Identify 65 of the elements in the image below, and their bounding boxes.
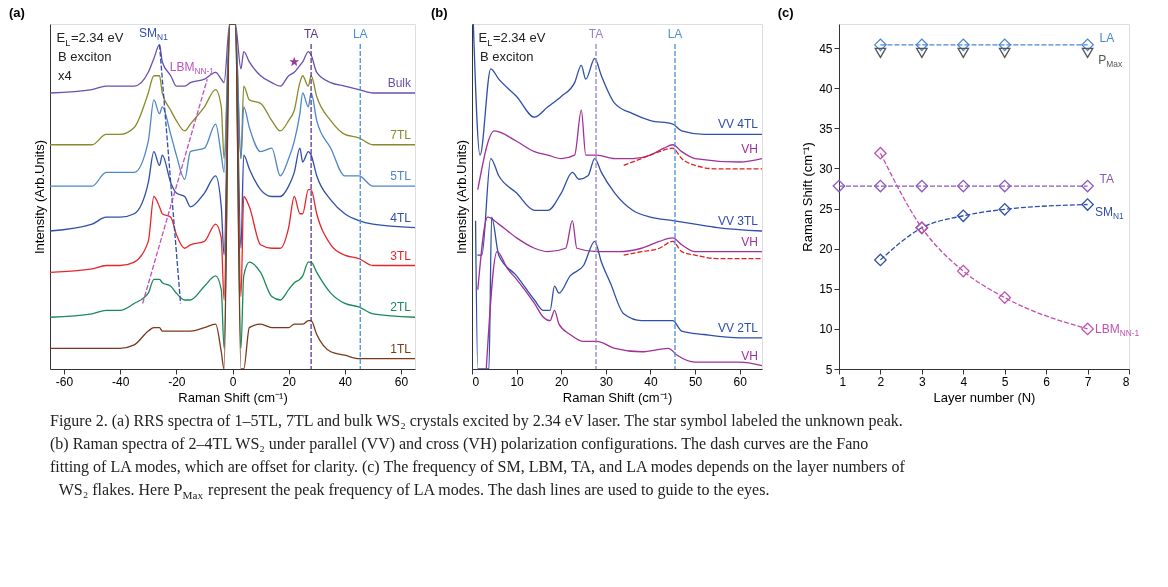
series-label: Bulk (387, 76, 412, 90)
y-tick-label: 40 (819, 81, 833, 96)
x-axis-title: Raman Shift (cm⁻¹) (178, 389, 288, 405)
ref-line-label: TA (303, 27, 319, 41)
y-tick-label: 5 (825, 362, 833, 377)
x-tick-label: 1 (839, 374, 847, 389)
text: (b) Raman spectra of 2–4TL WS₂ under parallel (VV) and cross (VH) polarization configurations. The dash curves are the Fano (50, 435, 869, 453)
x-tick-label: 30 (599, 374, 614, 389)
series-label: VH (741, 348, 758, 363)
y-tick-label: 20 (819, 242, 833, 257)
x-tick-label: 4 (960, 374, 968, 389)
y-tick-label: 35 (819, 121, 833, 136)
series-label: 7TL (390, 127, 412, 142)
x-tick-label: 8 (1122, 374, 1130, 389)
series-label: 4TL (390, 210, 412, 225)
chart-title: (c) (777, 5, 794, 20)
x-tick-label: -40 (112, 374, 130, 389)
annotation: B exciton (480, 49, 534, 64)
ref-line-label: TA (588, 27, 604, 41)
series-label: VH (741, 234, 758, 249)
y-axis-title: Raman Shift (cm⁻¹) (800, 142, 816, 252)
x-tick-label: 50 (688, 374, 703, 389)
x-tick-label: 10 (510, 374, 525, 389)
x-tick-label: 40 (644, 374, 658, 389)
x-tick-label: 60 (394, 374, 409, 389)
x-tick-label: 40 (338, 374, 353, 389)
x-tick-label: 3 (919, 374, 927, 389)
series-label: 5TL (390, 169, 412, 184)
caption: Figure 2. (a) RRS spectra of 1–5TL, 7TL and bulk WS₂ crystals excited by 2.34 eV laser. The star symbol labeled the unknown peak. (50, 412, 903, 430)
series-label: VV 3TL (717, 214, 759, 228)
ref-line-label: LA (667, 27, 683, 41)
x-tick-label: 7 (1084, 374, 1092, 389)
x-tick-label: 6 (1043, 374, 1051, 389)
ref-line-label: LA (352, 27, 368, 41)
y-tick-label: 30 (819, 161, 833, 176)
x-tick-label: 60 (733, 374, 748, 389)
series-label: TA (1099, 172, 1115, 187)
series-label: VH (741, 141, 758, 156)
x-tick-label: 20 (555, 374, 569, 389)
y-tick-label: 15 (819, 282, 833, 297)
y-tick-label: 45 (819, 41, 833, 56)
x-tick-label: 0 (472, 374, 480, 389)
chart-title: (b) (431, 5, 448, 20)
annotation: B exciton (58, 49, 112, 64)
y-axis-title: Intensity (Arb.Units) (31, 139, 47, 255)
chart-title: (a) (9, 5, 25, 20)
x-axis-title: Layer number (N) (933, 389, 1036, 405)
x-tick-label: 5 (1001, 374, 1009, 389)
x-tick-label: 20 (282, 374, 297, 389)
x-tick-label: 0 (229, 374, 237, 389)
annotation: x4 (58, 68, 72, 83)
x-axis-title: Raman Shift (cm⁻¹) (562, 389, 673, 405)
series-label: LA (1099, 30, 1115, 45)
y-tick-label: 10 (819, 322, 833, 337)
y-axis-title: Intensity (Arb.Units) (453, 139, 469, 255)
series-label: VV 2TL (717, 320, 759, 335)
series-label: VV 4TL (717, 117, 759, 132)
series-label: 3TL (390, 248, 412, 263)
x-tick-label: 2 (877, 374, 885, 389)
series-label: 1TL (390, 341, 412, 356)
x-tick-label: -20 (168, 374, 186, 389)
series-label: 2TL (390, 300, 412, 315)
y-tick-label: 25 (819, 202, 833, 217)
x-tick-label: -60 (55, 374, 74, 389)
text: fitting of LA modes, which are offset for clarity. (c) The frequency of SM, LBM, TA, and LA modes depends on the layer numbers of (50, 458, 906, 476)
